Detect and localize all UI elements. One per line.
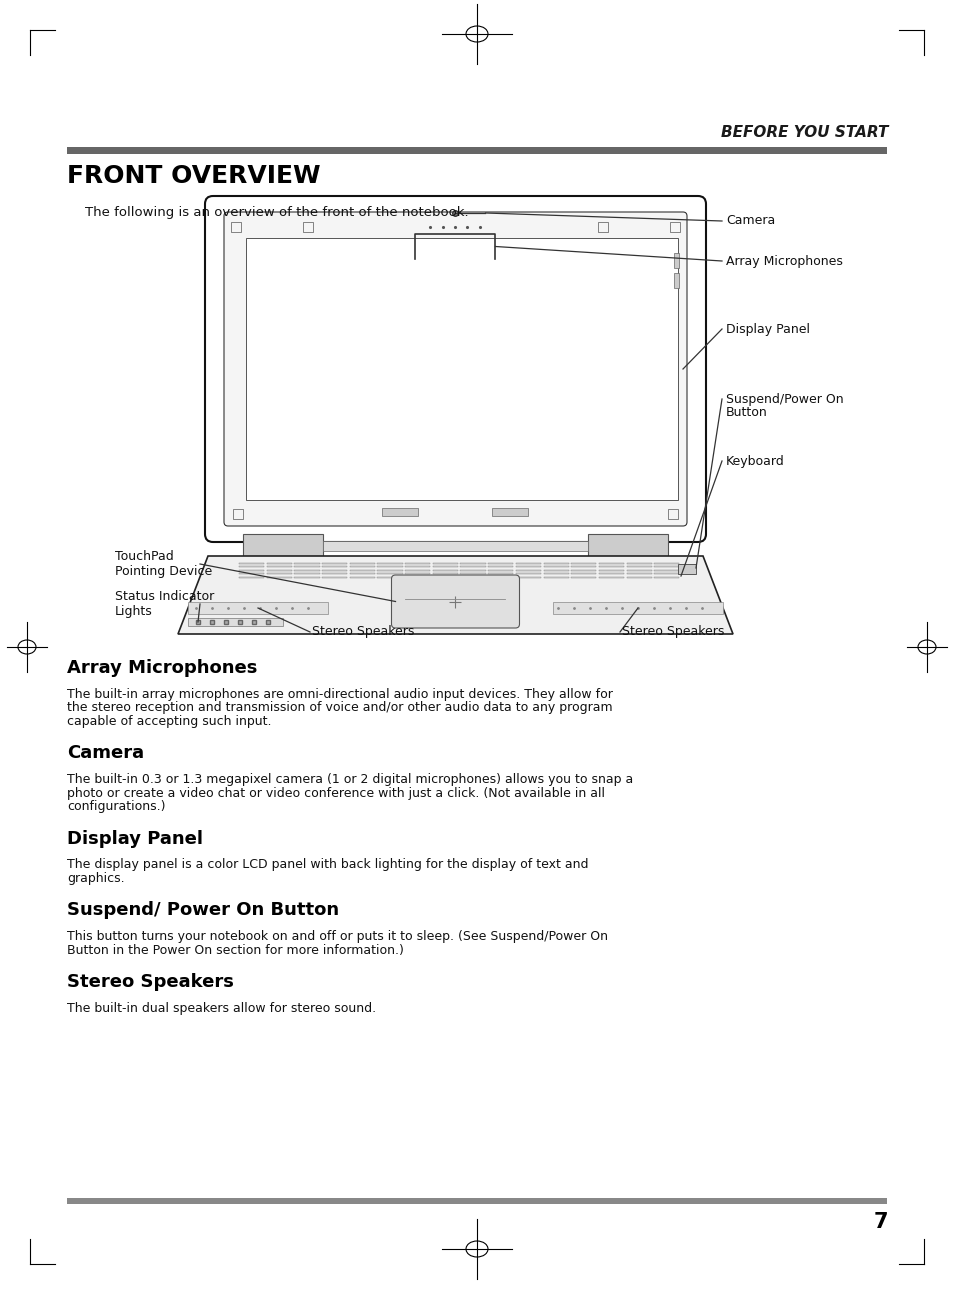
Text: the stereo reception and transmission of voice and/or other audio data to any pr: the stereo reception and transmission of… [67, 701, 612, 714]
Bar [231, 223, 241, 232]
Text: capable of accepting such input.: capable of accepting such input. [67, 714, 272, 727]
Bar [669, 223, 679, 232]
Text: Stereo Speakers: Stereo Speakers [621, 625, 723, 638]
Text: FRONT OVERVIEW: FRONT OVERVIEW [67, 164, 320, 188]
Bar [246, 238, 678, 499]
Text: Camera: Camera [725, 215, 775, 228]
Bar [323, 541, 587, 551]
Text: The built-in array microphones are omni-directional audio input devices. They al: The built-in array microphones are omni-… [67, 688, 612, 701]
Bar [598, 223, 607, 232]
Polygon shape [178, 556, 732, 634]
Text: Button: Button [725, 406, 767, 419]
Bar [67, 1198, 886, 1203]
Text: 7: 7 [873, 1212, 887, 1232]
Text: The display panel is a color LCD panel with back lighting for the display of tex: The display panel is a color LCD panel w… [67, 858, 588, 871]
Text: Pointing Device: Pointing Device [115, 564, 212, 577]
Text: Lights: Lights [115, 604, 152, 617]
Text: Stereo Speakers: Stereo Speakers [67, 973, 233, 991]
Text: Suspend/Power On: Suspend/Power On [725, 392, 842, 405]
Text: Keyboard: Keyboard [725, 454, 784, 467]
Text: TouchPad: TouchPad [115, 550, 173, 563]
Text: Stereo Speakers: Stereo Speakers [312, 625, 414, 638]
Bar [673, 273, 679, 289]
Text: BEFORE YOU START: BEFORE YOU START [720, 126, 887, 140]
Text: graphics.: graphics. [67, 872, 125, 885]
Bar [188, 619, 283, 626]
Bar [492, 509, 528, 516]
Text: Button in the Power On section for more information.): Button in the Power On section for more … [67, 943, 403, 956]
Text: Status Indicator: Status Indicator [115, 590, 214, 603]
Bar [382, 509, 418, 516]
Bar [587, 534, 667, 556]
Text: Display Panel: Display Panel [67, 829, 203, 848]
Text: Array Microphones: Array Microphones [67, 659, 257, 677]
Bar [673, 254, 679, 268]
Text: This button turns your notebook on and off or puts it to sleep. (See Suspend/Pow: This button turns your notebook on and o… [67, 930, 607, 943]
Bar [303, 223, 313, 232]
Text: Display Panel: Display Panel [725, 322, 809, 335]
Text: The built-in 0.3 or 1.3 megapixel camera (1 or 2 digital microphones) allows you: The built-in 0.3 or 1.3 megapixel camera… [67, 773, 633, 785]
FancyBboxPatch shape [391, 575, 519, 628]
Bar [67, 148, 886, 154]
Text: Camera: Camera [67, 744, 144, 762]
Text: photo or create a video chat or video conference with just a click. (Not availab: photo or create a video chat or video co… [67, 787, 604, 800]
Text: The following is an overview of the front of the notebook.: The following is an overview of the fron… [85, 206, 468, 219]
Bar [233, 509, 243, 519]
Bar [678, 564, 696, 575]
Text: Suspend/ Power On Button: Suspend/ Power On Button [67, 902, 338, 920]
Text: Array Microphones: Array Microphones [725, 255, 842, 268]
FancyBboxPatch shape [224, 212, 686, 525]
Bar [188, 602, 328, 613]
FancyBboxPatch shape [205, 195, 705, 542]
Bar [553, 602, 722, 613]
Bar [243, 534, 323, 556]
Bar [667, 509, 678, 519]
Text: The built-in dual speakers allow for stereo sound.: The built-in dual speakers allow for ste… [67, 1002, 375, 1014]
Text: configurations.): configurations.) [67, 800, 165, 813]
